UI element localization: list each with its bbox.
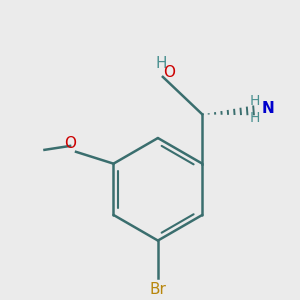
Text: H: H [249, 111, 260, 125]
Text: O: O [64, 136, 76, 152]
Text: Br: Br [149, 282, 166, 297]
Text: O: O [163, 65, 175, 80]
Text: H: H [249, 94, 260, 108]
Text: N: N [261, 101, 274, 116]
Text: H: H [155, 56, 166, 70]
